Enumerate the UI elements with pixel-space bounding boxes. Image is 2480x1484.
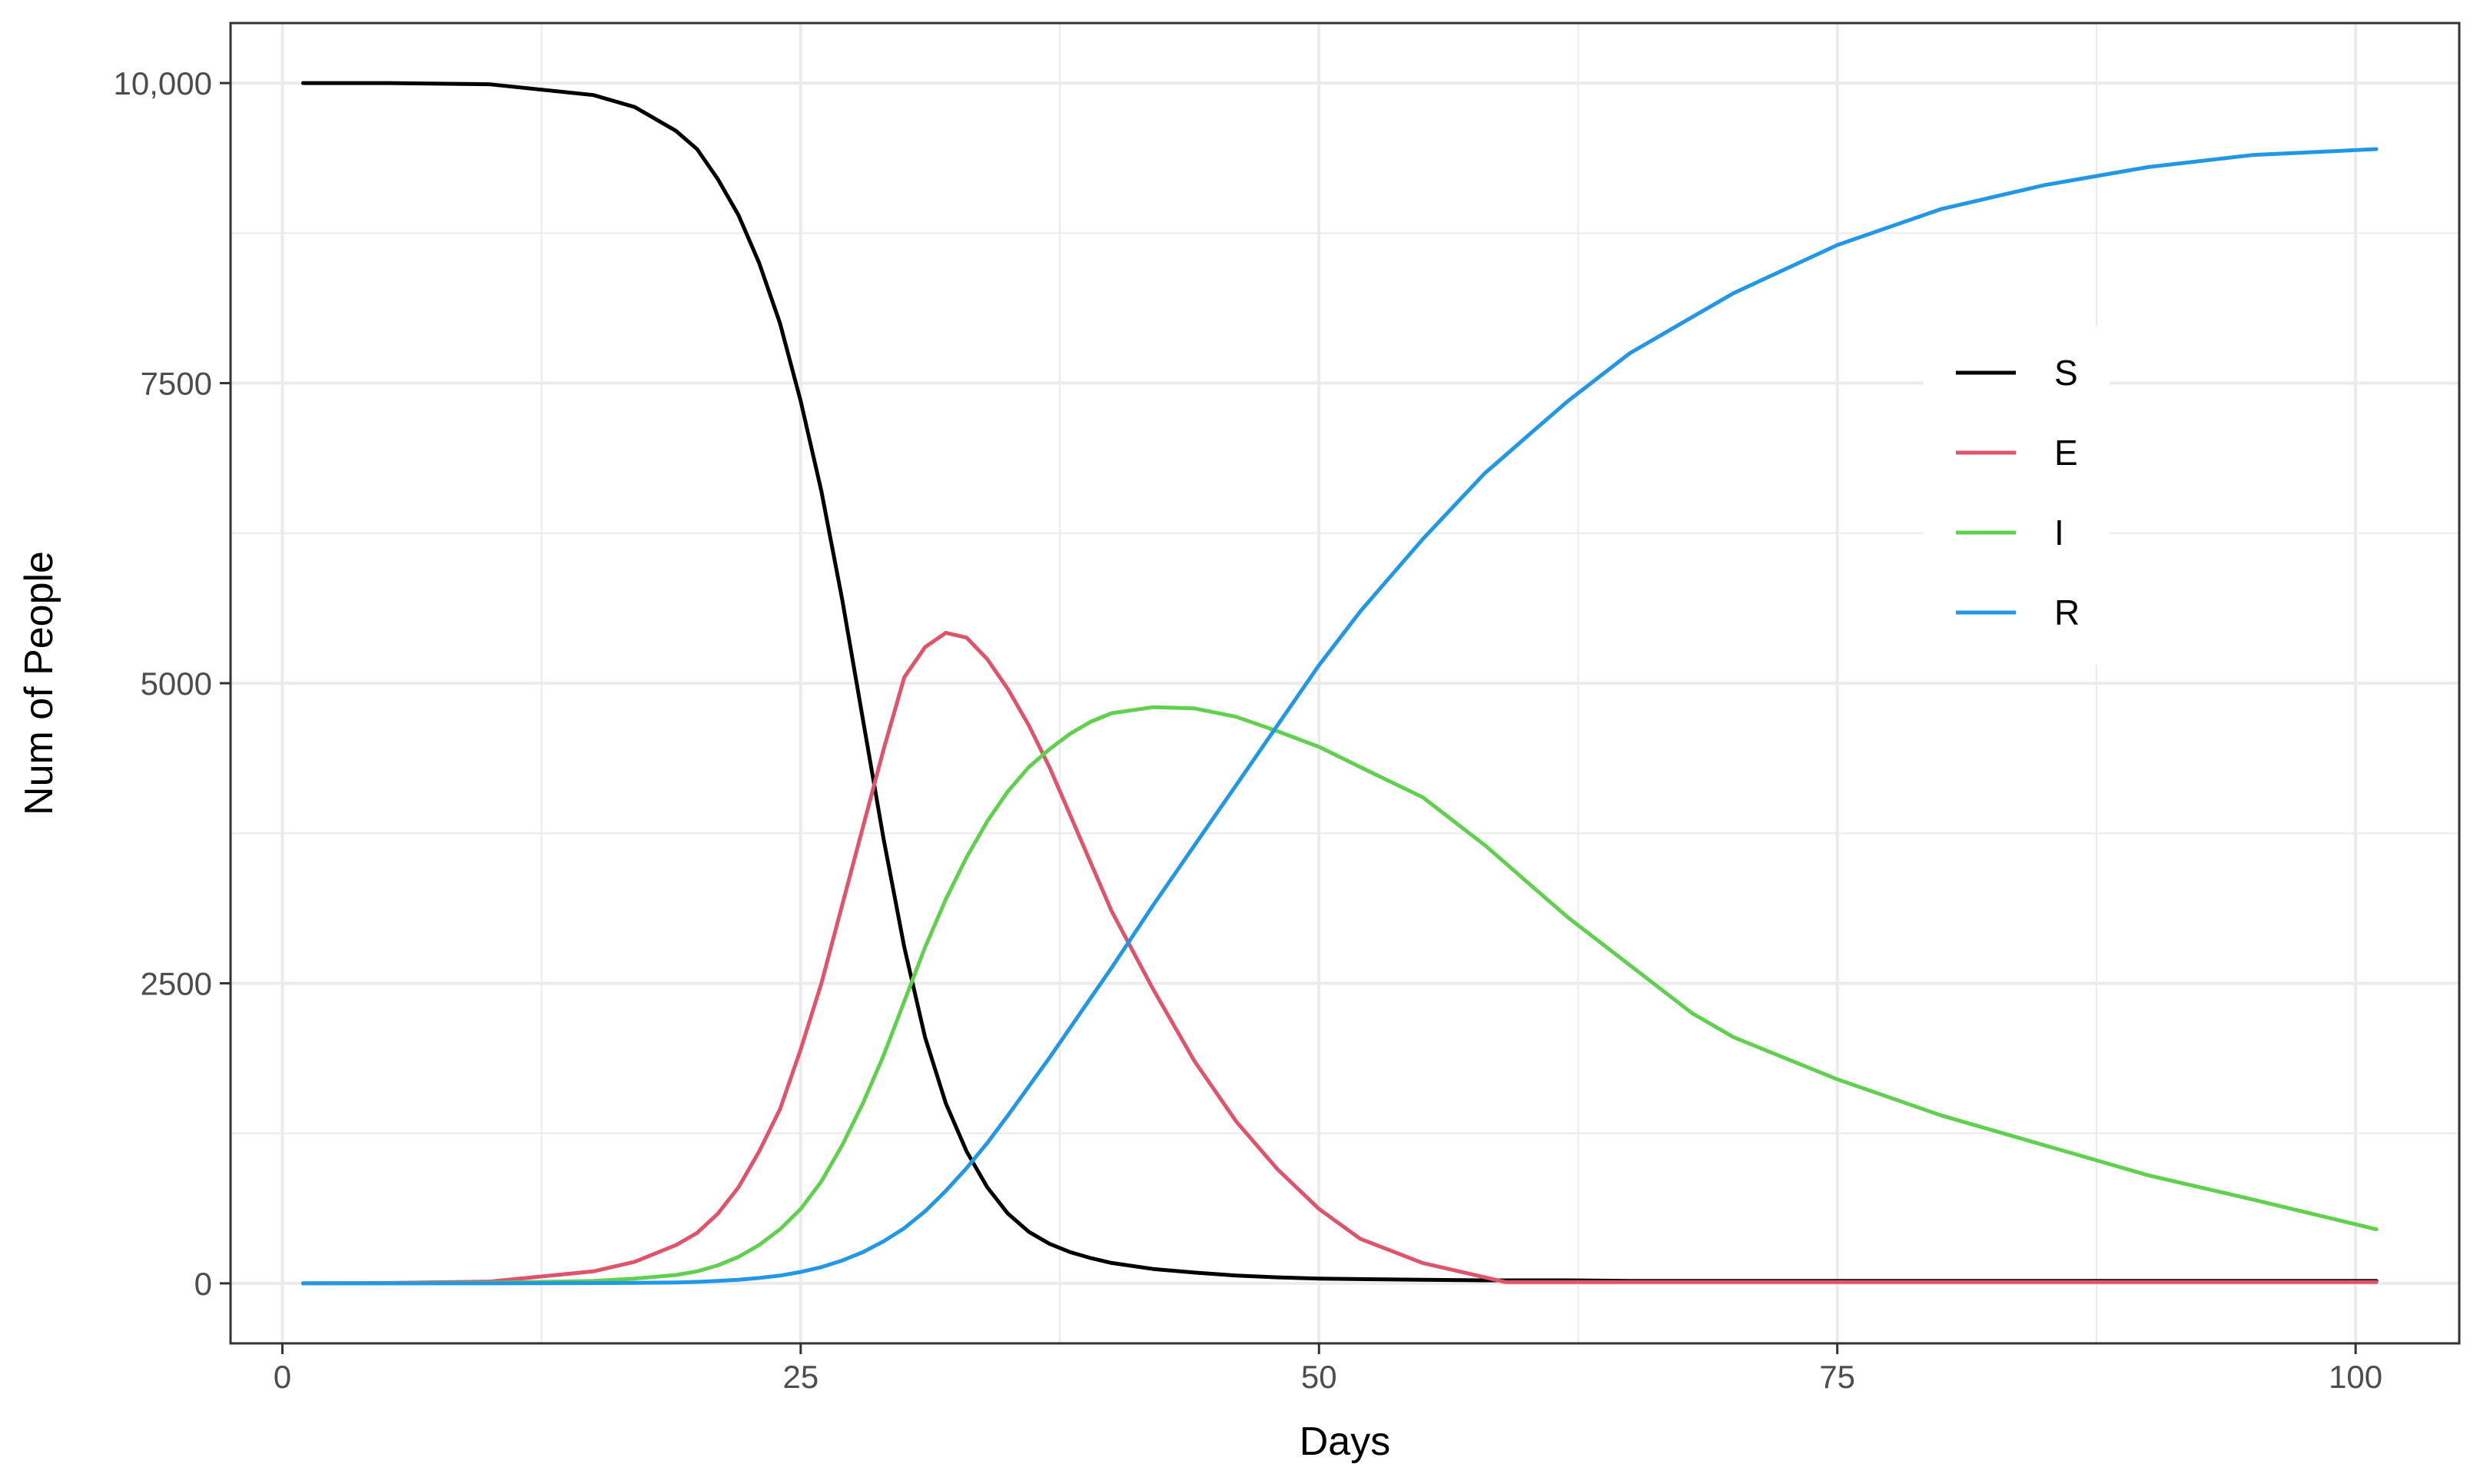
y-tick-label: 5000 — [141, 666, 212, 702]
x-tick-label: 50 — [1301, 1359, 1337, 1395]
y-tick-label: 0 — [194, 1266, 212, 1302]
series-line-e — [300, 630, 2379, 1286]
x-axis: 0 25 50 75 100 — [274, 1343, 2382, 1395]
legend-background — [1924, 327, 2110, 665]
x-tick-label: 25 — [783, 1359, 819, 1395]
legend-label: E — [2054, 433, 2078, 473]
legend-label: R — [2054, 593, 2080, 632]
grid-major — [231, 23, 2459, 1343]
x-tick-label: 75 — [1819, 1359, 1855, 1395]
series-lines — [300, 81, 2379, 1286]
legend: SEI R — [1924, 327, 2110, 665]
legend-label: I — [2054, 513, 2064, 553]
y-axis-title: Num of People — [17, 551, 61, 815]
x-axis-title: Days — [1300, 1419, 1390, 1464]
series-line-i — [300, 705, 2379, 1286]
legend-item-i: I — [1956, 513, 2064, 553]
y-tick-label: 10,000 — [114, 65, 212, 101]
y-tick-label: 2500 — [141, 965, 212, 1001]
legend-label: S — [2054, 353, 2078, 393]
legend-item-s: S — [1956, 353, 2078, 393]
y-axis: 0 2500 5000 7500 10,000 — [114, 65, 231, 1302]
y-tick-label: 7500 — [141, 366, 212, 402]
series-line-r — [300, 147, 2379, 1286]
legend-item-e: E — [1956, 433, 2078, 473]
x-tick-label: 0 — [274, 1359, 291, 1395]
x-tick-label: 100 — [2329, 1359, 2382, 1395]
legend-item-r: R — [1956, 593, 2080, 632]
